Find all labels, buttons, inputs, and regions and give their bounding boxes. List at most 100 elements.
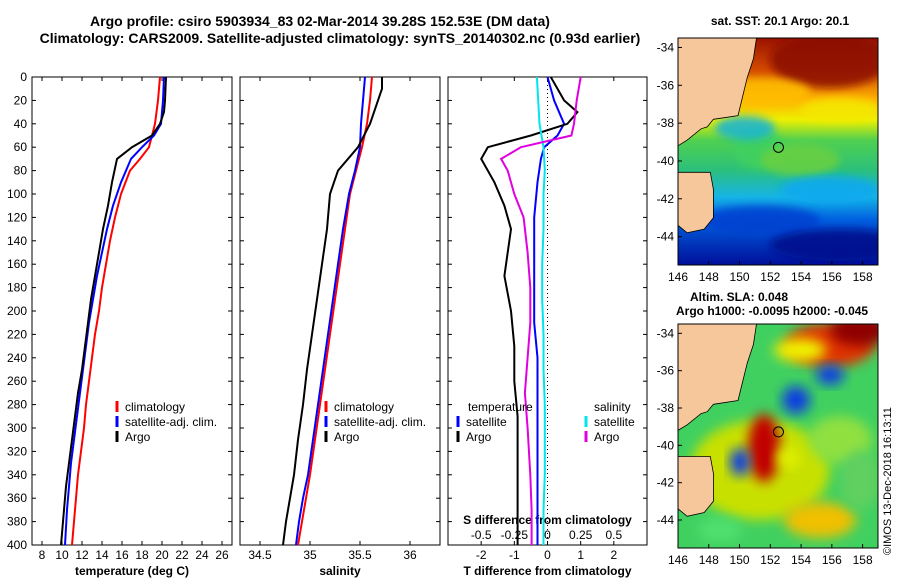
sst_map-lat-label: -34: [657, 40, 675, 54]
legend-title-temperature: temperature: [468, 400, 533, 414]
sla_map-field: [678, 324, 878, 548]
temperature-xtick-label: 10: [55, 548, 69, 562]
depth-tick-label: 40: [14, 117, 28, 131]
sst-feature: [770, 38, 878, 88]
land-tasmania: [678, 456, 714, 517]
difference-axes-frame: [447, 76, 648, 546]
sst-feature: [800, 98, 878, 122]
legend-label: Argo: [594, 430, 620, 444]
sst_map-lon-label: 150: [730, 270, 750, 284]
salinity-xtick-label: 35: [303, 548, 317, 562]
difference-xtick-label: -2: [476, 548, 487, 562]
figure-title-line1: Argo profile: csiro 5903934_83 02-Mar-20…: [90, 13, 550, 29]
salinity-panel: 34.5 35 35.5 36 salinity climatologysatellite…: [239, 76, 441, 578]
temperature-xtick-label: 12: [75, 548, 89, 562]
depth-tick-label: 100: [7, 187, 27, 201]
temperature-legend-label: climatology: [125, 400, 185, 414]
temperature-xtick-label: 26: [215, 548, 229, 562]
temperature-xtick-label: 24: [195, 548, 209, 562]
difference-panel: -2 -1 0 1 2 T difference from climatology S di…: [447, 76, 648, 578]
depth-tick-label: 220: [7, 327, 27, 341]
depth-tick-label: 140: [7, 234, 27, 248]
depth-tick-label: 320: [7, 444, 27, 458]
depth-tick-label: 160: [7, 257, 27, 271]
sst_map-lon-label: 158: [853, 270, 873, 284]
sst-feature: [760, 144, 840, 176]
sla_map-float-marker: [772, 426, 784, 438]
sst_map-lat-label: -44: [657, 230, 675, 244]
salinity-xtick-label: 34.5: [248, 548, 272, 562]
sst_map-lat-label: -42: [657, 192, 675, 206]
sla_map-lat-label: -40: [657, 438, 675, 452]
sla-feature: [830, 324, 878, 346]
sla_map-lon-label: 146: [668, 553, 688, 567]
temperature-xtick-label: 22: [175, 548, 189, 562]
sst_map-frame: [677, 37, 879, 266]
salinity-xtick-label: 35.5: [348, 548, 372, 562]
sla_map-lon-label: 152: [760, 553, 780, 567]
sst_map-lon-label: 146: [668, 270, 688, 284]
sla-feature: [730, 448, 750, 476]
salinity-series-argo: [282, 77, 383, 546]
salinity-diff-tick-label: 0.5: [605, 528, 622, 542]
salinity-diff-tick-label: -0.25: [501, 528, 529, 542]
depth-tick-label: 240: [7, 351, 27, 365]
depth-tick-label: 0: [20, 70, 27, 84]
sst-feature: [715, 116, 775, 140]
temperature-axes-frame: [31, 76, 233, 546]
sst_map-lon-label: 148: [699, 270, 719, 284]
depth-tick-label: 400: [7, 538, 27, 552]
sla-feature: [776, 448, 800, 468]
salinity-legend-label: Argo: [334, 430, 360, 444]
land-mainland: [678, 38, 757, 147]
difference-xtick-label: 2: [610, 548, 617, 562]
sst_map-lon-label: 152: [760, 270, 780, 284]
sst-feature: [700, 206, 820, 234]
diff-series-s-argo: [499, 76, 582, 545]
sst_map-float-marker: [772, 141, 784, 153]
legend-label: satellite: [466, 415, 507, 429]
difference-xtick-label: 1: [577, 548, 584, 562]
sst_map-lat-label: -40: [657, 154, 675, 168]
legend-label: satellite: [594, 415, 635, 429]
sla_map-lat-label: -42: [657, 476, 675, 490]
depth-tick-label: 120: [7, 210, 27, 224]
depth-tick-label: 200: [7, 304, 27, 318]
difference-xtick-label: 0: [544, 548, 551, 562]
salinity-diff-tick-label: 0: [544, 528, 551, 542]
sla_map-frame: [677, 323, 879, 549]
salinity-legend-label: satellite-adj. clim.: [334, 415, 426, 429]
temperature-series-satellite: [64, 76, 165, 546]
salinity-series-satellite: [295, 76, 366, 546]
sst_map-lat-label: -36: [657, 78, 675, 92]
depth-tick-label: 380: [7, 515, 27, 529]
salinity-xlabel: salinity: [319, 564, 361, 578]
sla_map-lat-label: -44: [657, 513, 675, 527]
sla-feature: [816, 365, 844, 385]
sla-feature: [698, 518, 742, 542]
sla_map-lon-label: 150: [730, 553, 750, 567]
legend-title-salinity: salinity: [594, 400, 631, 414]
salinity-diff-tick-label: 0.25: [569, 528, 593, 542]
salinity-series-climatology: [297, 76, 373, 546]
temperature-xtick-label: 14: [95, 548, 109, 562]
sla-map-title-line2: Argo h1000: -0.0095 h2000: -0.045: [676, 304, 869, 318]
sst_map-lon-label: 154: [791, 270, 811, 284]
difference-xtick-label: -1: [509, 548, 520, 562]
temperature-xtick-label: 8: [39, 548, 46, 562]
sst-map-title: sat. SST: 20.1 Argo: 20.1: [710, 14, 850, 28]
sst_map-lat-label: -38: [657, 116, 675, 130]
difference-xlabel-top: S difference from climatology: [463, 513, 632, 527]
sst-feature: [780, 176, 878, 204]
salinity-axes-frame: [239, 76, 441, 546]
temperature-panel: 8 10 12 14 16 18 20 22 24 26 temperature (deg C) cl…: [31, 76, 233, 578]
sla_map-lat-label: -38: [657, 401, 675, 415]
sla-feature: [782, 386, 810, 414]
diff-series-t-argo: [480, 76, 579, 545]
temperature-series-argo: [60, 76, 167, 546]
temperature-series-climatology: [71, 76, 161, 546]
difference-xlabel: T difference from climatology: [463, 564, 631, 578]
sst_map-lon-label: 156: [822, 270, 842, 284]
sla_map-lon-label: 148: [699, 553, 719, 567]
sla-feature: [784, 502, 856, 538]
